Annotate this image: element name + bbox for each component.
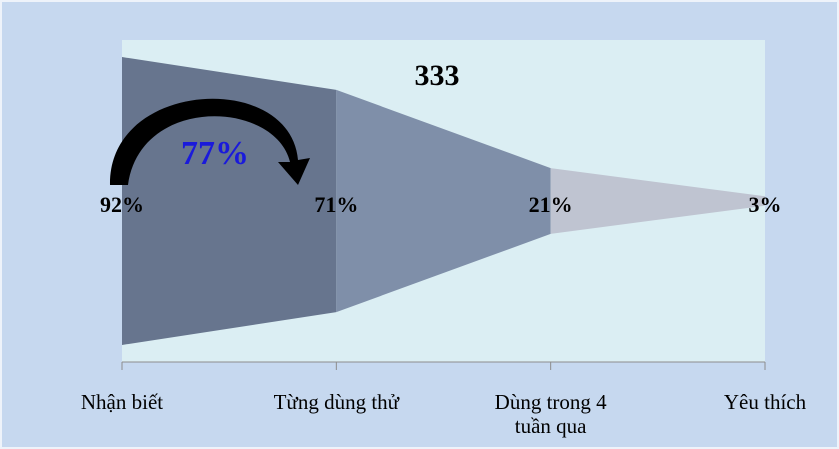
value-label: 3% [749, 192, 782, 217]
x-tick-label: Yêu thích [723, 390, 807, 414]
value-label: 92% [100, 192, 144, 217]
conversion-annotation: 77% [181, 135, 249, 172]
value-label: 71% [314, 192, 358, 217]
funnel-segment [550, 168, 765, 234]
funnel-segment [336, 89, 551, 313]
total-annotation: 333 [415, 59, 460, 92]
value-label: 21% [529, 192, 573, 217]
arrow [109, 98, 310, 185]
x-tick-label: Từng dùng thử [273, 390, 400, 414]
x-tick-label: Dùng trong 4 tuần qua [494, 390, 607, 438]
x-tick-label: Nhận biết [80, 390, 164, 414]
